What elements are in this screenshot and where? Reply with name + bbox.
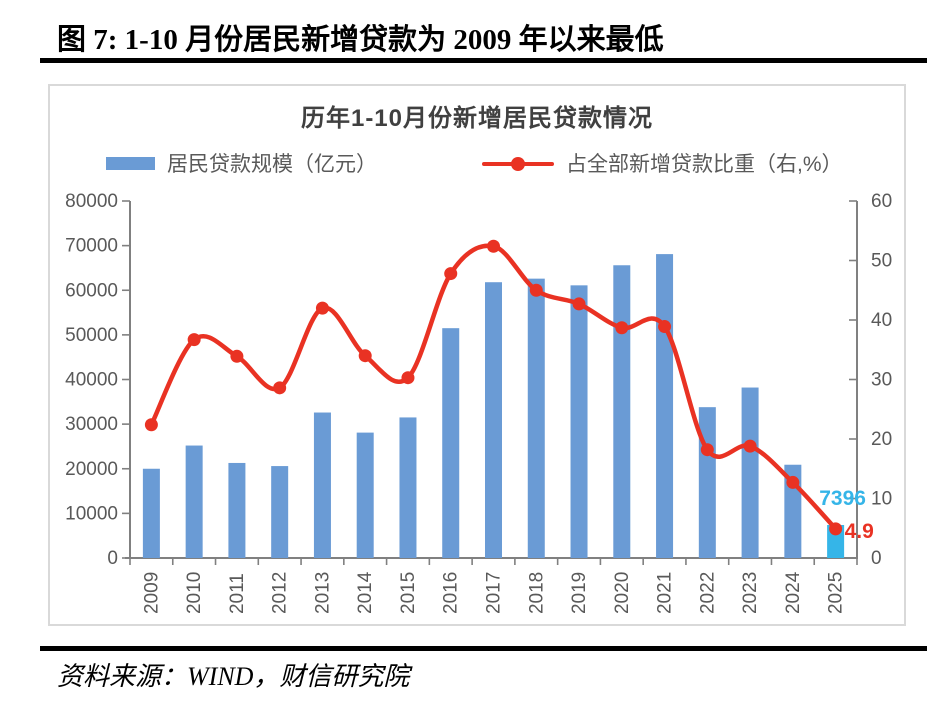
bar-2023 bbox=[741, 387, 759, 558]
line-marker-2009 bbox=[144, 418, 158, 432]
line-marker-2024 bbox=[786, 475, 800, 489]
x-label-2020: 2020 bbox=[612, 572, 633, 614]
chart-frame: 历年1-10月份新增居民贷款情况 居民贷款规模（亿元） 占全部新增贷款比重（右,… bbox=[48, 84, 906, 626]
combo-chart-plot: 80000 70000 60000 50000 40000 30000 20000 10000… bbox=[65, 191, 892, 614]
caption-divider bbox=[40, 58, 927, 63]
right-axis-tick-label: 40 bbox=[871, 310, 892, 331]
left-axis-tick-label: 70000 bbox=[65, 236, 118, 257]
left-axis-tick-label: 50000 bbox=[65, 325, 118, 346]
x-label-2023: 2023 bbox=[740, 572, 761, 614]
bar-2025-data-label: 7396 bbox=[819, 487, 866, 510]
line-series-swatch-icon bbox=[482, 156, 554, 171]
source-note: 资料来源：WIND，财信研究院 bbox=[57, 662, 410, 691]
right-axis-tick-label: 30 bbox=[871, 370, 892, 391]
bar-2014 bbox=[356, 432, 374, 558]
line-marker-2022 bbox=[700, 443, 714, 457]
bar-2019 bbox=[570, 285, 588, 558]
bar-2013 bbox=[313, 412, 331, 558]
bar-2011 bbox=[228, 462, 246, 558]
chart-legend: 居民贷款规模（亿元） 占全部新增贷款比重（右,%） bbox=[50, 148, 904, 178]
line-marker-2019 bbox=[572, 297, 586, 311]
chart-title: 历年1-10月份新增居民贷款情况 bbox=[300, 105, 654, 132]
bar-2017 bbox=[485, 282, 502, 558]
line-marker-2016 bbox=[444, 267, 458, 281]
left-axis-tick-label: 60000 bbox=[65, 280, 118, 301]
line-marker-2025 bbox=[829, 522, 843, 536]
bar-2009 bbox=[142, 468, 160, 558]
x-label-2022: 2022 bbox=[697, 572, 718, 614]
line-marker-2014 bbox=[358, 349, 372, 363]
bar-2015 bbox=[399, 417, 417, 558]
left-axis-tick-label: 20000 bbox=[65, 459, 118, 480]
line-series-marker-dot bbox=[511, 156, 525, 171]
right-axis-tick-label: 20 bbox=[871, 429, 892, 450]
line-marker-2017 bbox=[487, 239, 500, 253]
line-marker-2023 bbox=[743, 439, 757, 453]
left-axis-tick-label: 0 bbox=[107, 548, 118, 569]
left-axis-tick-label: 30000 bbox=[65, 414, 118, 435]
right-axis-tick-label: 10 bbox=[871, 489, 892, 510]
right-axis-tick-label: 0 bbox=[871, 548, 882, 569]
line-2025-data-label: 4.9 bbox=[845, 520, 874, 543]
footer-divider bbox=[40, 646, 927, 651]
bar-2021 bbox=[656, 254, 674, 558]
line-marker-2015 bbox=[401, 371, 415, 385]
x-label-2019: 2019 bbox=[569, 572, 590, 614]
line-marker-2013 bbox=[315, 301, 329, 315]
bar-2012 bbox=[271, 466, 289, 558]
figure-caption: 图 7: 1-10 月份居民新增贷款为 2009 年以来最低 bbox=[57, 24, 664, 56]
line-series-label: 占全部新增贷款比重（右,%） bbox=[566, 153, 843, 176]
line-marker-2021 bbox=[658, 320, 672, 334]
line-marker-2010 bbox=[187, 333, 201, 347]
x-label-2018: 2018 bbox=[526, 572, 547, 614]
x-label-2015: 2015 bbox=[398, 572, 419, 614]
line-marker-2018 bbox=[529, 283, 543, 297]
bar-2020 bbox=[613, 265, 631, 558]
x-label-2016: 2016 bbox=[441, 572, 462, 614]
line-marker-2012 bbox=[273, 381, 287, 395]
line-marker-2020 bbox=[615, 321, 629, 335]
x-label-2013: 2013 bbox=[312, 572, 333, 614]
legend-item-line-series: 占全部新增贷款比重（右,%） bbox=[482, 148, 843, 178]
legend-item-bar-series: 居民贷款规模（亿元） bbox=[106, 148, 377, 178]
bar-2010 bbox=[185, 445, 203, 558]
x-label-2021: 2021 bbox=[655, 572, 676, 614]
x-label-2017: 2017 bbox=[484, 572, 505, 614]
left-axis-tick-label: 40000 bbox=[65, 370, 118, 391]
line-marker-2011 bbox=[230, 349, 244, 363]
x-label-2011: 2011 bbox=[227, 573, 248, 614]
bar-2022 bbox=[698, 407, 716, 558]
right-axis-tick-label: 50 bbox=[871, 251, 892, 272]
x-label-2012: 2012 bbox=[270, 572, 291, 614]
x-label-2009: 2009 bbox=[141, 572, 162, 614]
x-label-2024: 2024 bbox=[783, 571, 804, 614]
x-label-2010: 2010 bbox=[184, 572, 205, 614]
x-label-2025: 2025 bbox=[826, 572, 847, 614]
x-label-2014: 2014 bbox=[355, 571, 376, 614]
right-axis-tick-label: 60 bbox=[871, 191, 892, 212]
bar-series-swatch-icon bbox=[106, 156, 155, 170]
bar-2018 bbox=[527, 278, 545, 558]
left-axis-tick-label: 10000 bbox=[65, 503, 118, 524]
left-axis-tick-label: 80000 bbox=[65, 191, 118, 212]
bar-2016 bbox=[442, 328, 460, 558]
bar-series-label: 居民贷款规模（亿元） bbox=[167, 153, 377, 176]
